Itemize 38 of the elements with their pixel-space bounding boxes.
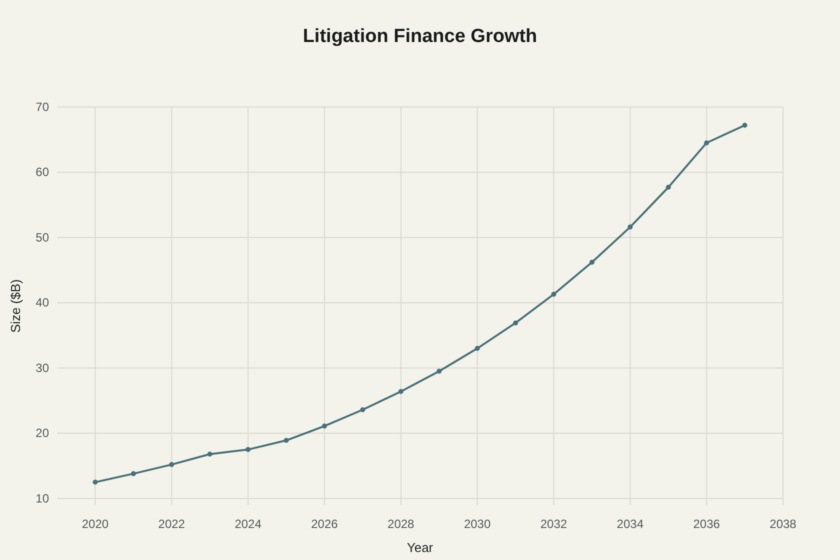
x-tick-label: 2024 xyxy=(234,517,262,531)
point xyxy=(474,346,480,351)
point xyxy=(322,424,327,429)
point xyxy=(398,388,404,394)
x-tick-label: 2030 xyxy=(464,517,491,531)
point xyxy=(284,438,289,443)
y-tick-label: 20 xyxy=(36,426,50,440)
x-tick-label: 2026 xyxy=(311,517,338,531)
point xyxy=(628,224,633,230)
y-tick-label: 50 xyxy=(36,230,50,244)
x-tick-label: 2038 xyxy=(770,517,797,531)
chart-title: Litigation Finance Growth xyxy=(302,26,538,47)
y-axis-title: Size ($B) xyxy=(8,279,23,333)
x-tick-label: 2020 xyxy=(82,517,109,531)
y-tick-label: 70 xyxy=(36,100,50,114)
point xyxy=(704,140,710,146)
y-tick-label: 40 xyxy=(36,296,50,310)
x-tick-label: 2034 xyxy=(616,517,644,531)
y-tick-label: 60 xyxy=(36,165,50,180)
x-tick-label: 2022 xyxy=(158,517,186,531)
x-axis-title: Year xyxy=(406,540,434,555)
point xyxy=(207,452,212,457)
point xyxy=(169,462,174,468)
point xyxy=(92,480,98,485)
x-tick-label: 2036 xyxy=(693,517,720,531)
point xyxy=(360,407,366,412)
point xyxy=(130,471,136,476)
point xyxy=(513,320,518,326)
point xyxy=(551,292,556,297)
x-tick-label: 2032 xyxy=(540,517,568,531)
point xyxy=(742,122,748,128)
x-tick-label: 2028 xyxy=(388,517,415,531)
point xyxy=(666,184,671,190)
y-tick-label: 10 xyxy=(36,491,50,506)
y-tick-label: 30 xyxy=(36,360,50,375)
point xyxy=(246,447,251,452)
point xyxy=(436,368,442,374)
point xyxy=(589,260,594,265)
